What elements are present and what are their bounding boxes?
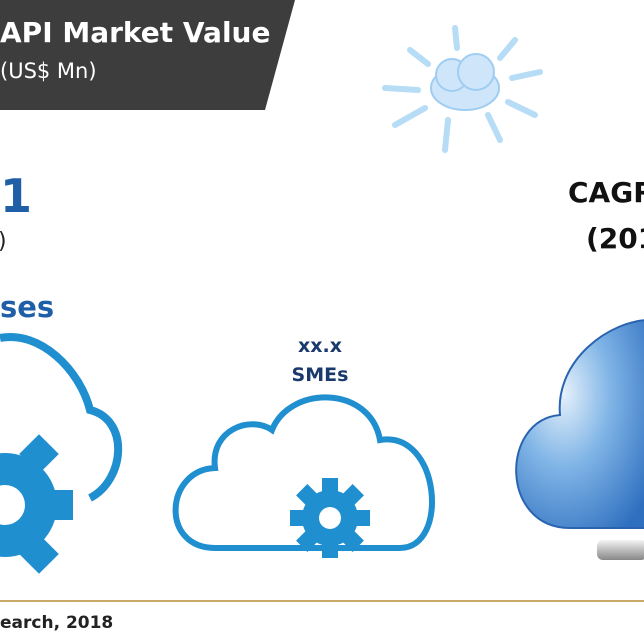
left-unit: )	[0, 229, 7, 254]
middle-label: SMEs	[292, 364, 349, 386]
middle-gear	[290, 478, 370, 558]
middle-value: xx.x	[298, 335, 342, 357]
title: API Market Value	[0, 16, 270, 49]
footer-source: earch, 2018	[0, 613, 113, 633]
server	[597, 540, 644, 560]
left-cloud	[0, 332, 123, 502]
banner	[0, 0, 295, 110]
left-gear	[0, 434, 73, 574]
right-cloud	[515, 319, 644, 529]
cloud-icon	[382, 25, 543, 153]
middle-cloud	[172, 394, 436, 551]
left-value: 1	[0, 169, 32, 223]
right-period: (201	[586, 222, 644, 255]
subtitle: (US$ Mn)	[0, 59, 97, 83]
right-label: CAGR	[568, 176, 644, 209]
left-label: ses	[0, 290, 54, 324]
